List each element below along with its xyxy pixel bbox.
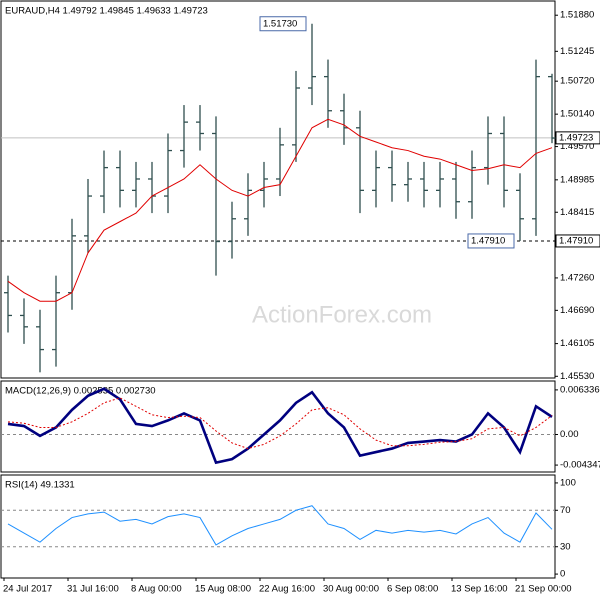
price-label: 1.47910 <box>559 235 593 246</box>
x-tick-label: 8 Aug 00:00 <box>131 584 182 595</box>
price-label: 1.49723 <box>559 132 593 143</box>
panel-frame <box>0 474 556 579</box>
x-tick-label: 31 Jul 16:00 <box>67 584 119 595</box>
x-tick-label: 6 Sep 08:00 <box>387 584 438 595</box>
y-tick-label: 1.48415 <box>560 207 594 218</box>
panel-title: MACD(12,26,9) 0.002535 0.002730 <box>5 386 156 397</box>
x-tick-label: 21 Sep 00:00 <box>515 584 572 595</box>
panel-title: EURAUD,H4 1.49792 1.49845 1.49633 1.4972… <box>5 6 208 17</box>
panel-frame <box>0 380 556 473</box>
y-tick-label: 1.46105 <box>560 338 594 349</box>
y-tick-label: 1.50140 <box>560 109 594 120</box>
watermark: ActionForex.com <box>252 301 432 328</box>
x-tick-label: 22 Aug 16:00 <box>259 584 315 595</box>
panel-frame <box>0 0 556 379</box>
x-tick-label: 30 Aug 00:00 <box>323 584 379 595</box>
y-tick-label: 1.46690 <box>560 305 594 316</box>
y-tick-label: 1.45530 <box>560 371 594 382</box>
x-tick-label: 15 Aug 08:00 <box>195 584 251 595</box>
y-tick-label: 100 <box>560 477 576 488</box>
y-tick-label: 1.51880 <box>560 10 594 21</box>
y-tick-label: 1.50720 <box>560 76 594 87</box>
price-label-box <box>555 234 600 248</box>
y-tick-label: 0 <box>560 569 565 580</box>
y-tick-label: 1.47260 <box>560 272 594 283</box>
annotation: 1.47910 <box>471 235 505 246</box>
y-tick-label: 0.00 <box>560 429 579 440</box>
moving-average <box>7 118 553 302</box>
y-tick-label: 30 <box>560 541 571 552</box>
annotation-box <box>259 16 307 32</box>
y-tick-label: 1.49570 <box>560 141 594 152</box>
y-tick-label: 1.48985 <box>560 174 594 185</box>
series-line <box>7 505 553 546</box>
x-tick-label: 13 Sep 16:00 <box>451 584 508 595</box>
y-tick-label: 1.51245 <box>560 46 594 57</box>
annotation-box <box>467 233 515 249</box>
y-tick-label: 70 <box>560 505 571 516</box>
x-tick-label: 24 Jul 2017 <box>3 584 52 595</box>
y-tick-label: -0.004347 <box>560 460 600 471</box>
y-tick-label: 0.006336 <box>560 384 600 395</box>
series-line <box>7 397 553 450</box>
series-line <box>7 387 553 465</box>
annotation: 1.51730 <box>263 18 297 29</box>
panel-title: RSI(14) 49.1331 <box>5 480 75 491</box>
price-label-box <box>555 131 600 145</box>
